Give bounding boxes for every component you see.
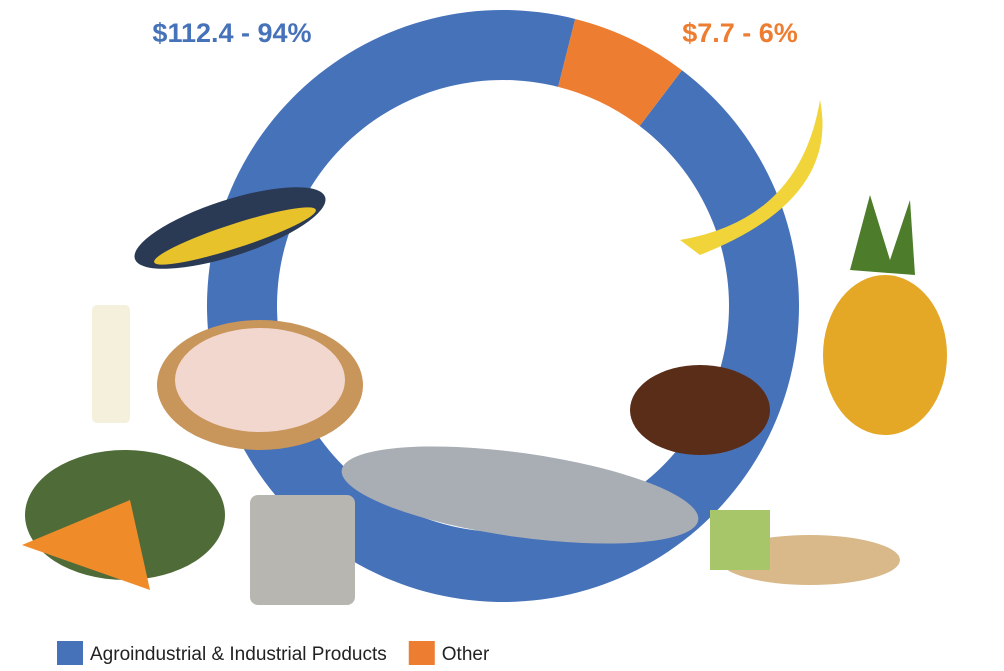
- donut: [207, 9, 800, 603]
- legend: Agroindustrial & Industrial Products Othe…: [57, 641, 490, 665]
- legend-label: Other: [442, 644, 490, 665]
- value-label: $112.4 - 94%: [152, 18, 311, 48]
- decoration: [22, 100, 947, 605]
- donut-segment: [558, 18, 682, 126]
- value-label: $7.7 - 6%: [682, 18, 798, 48]
- legend-swatch: [408, 641, 435, 665]
- legend-label: Agroindustrial & Industrial Products: [90, 644, 387, 665]
- legend-swatch: [57, 641, 83, 665]
